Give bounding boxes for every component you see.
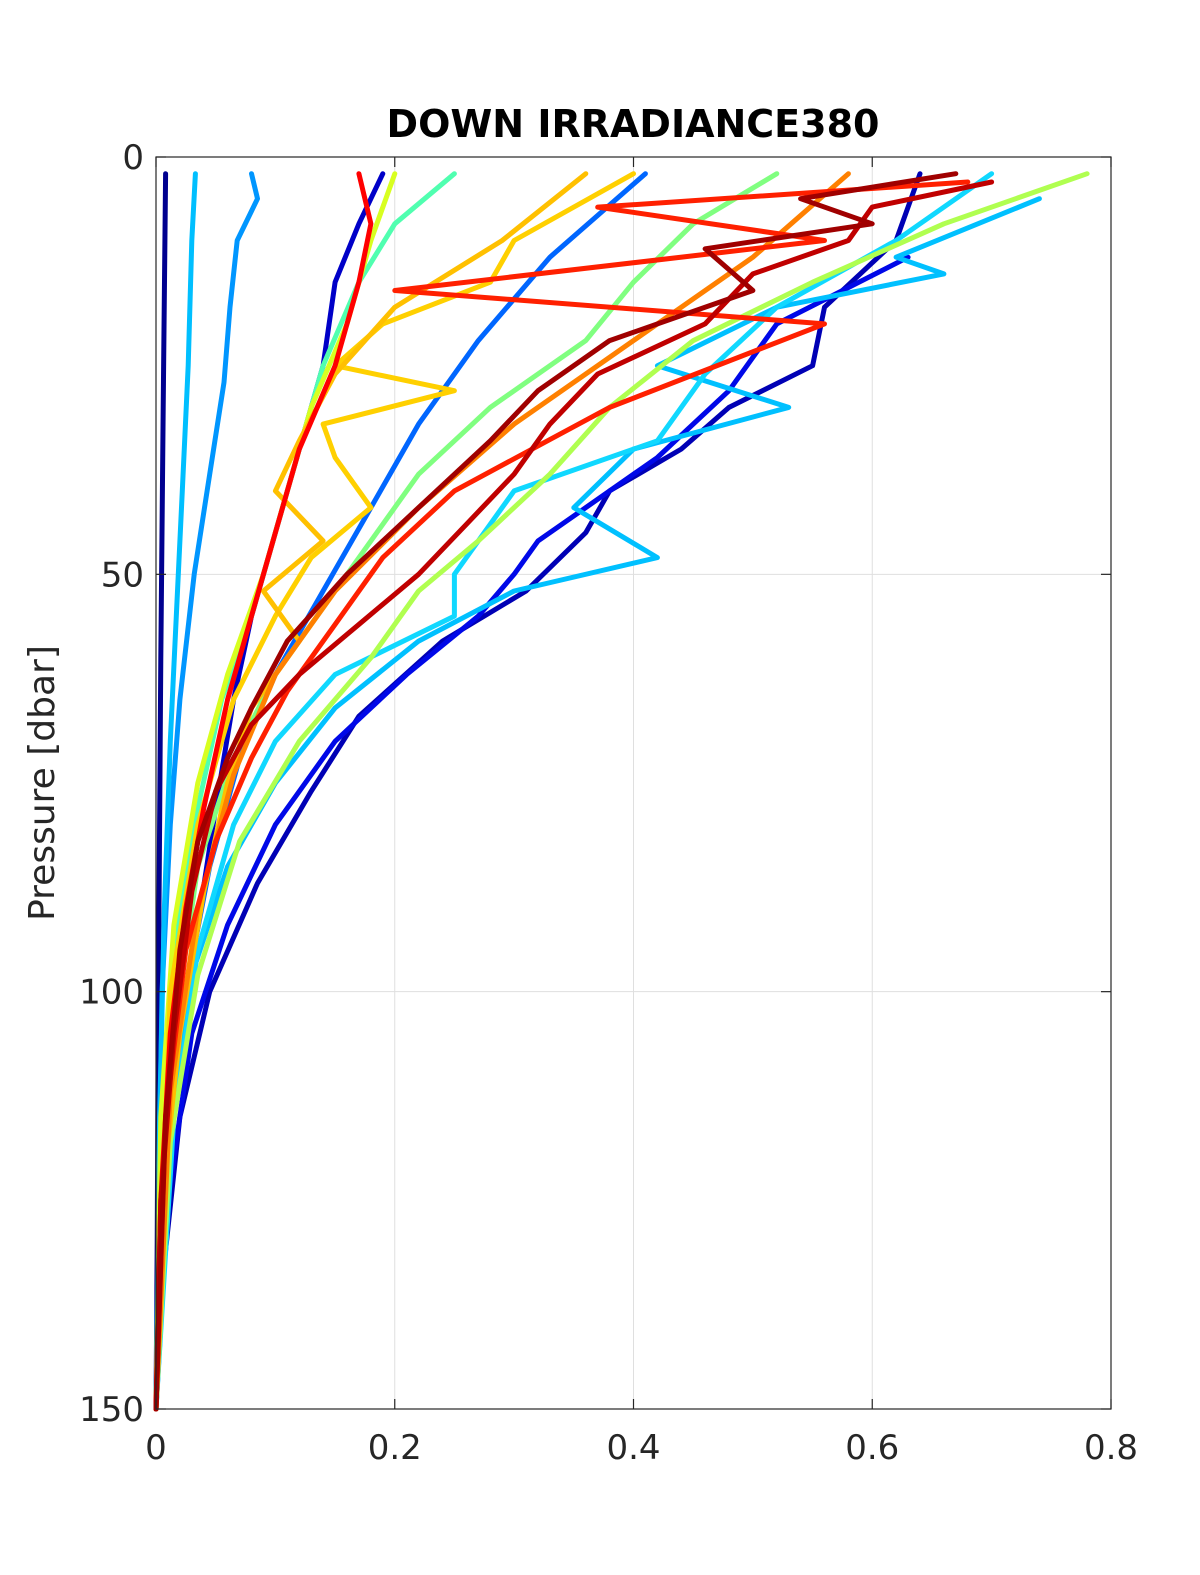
x-tick-label: 0.6 bbox=[845, 1428, 899, 1468]
y-tick-label: 0 bbox=[122, 138, 144, 178]
profile-line-20 bbox=[153, 171, 959, 1412]
profile-line-3 bbox=[153, 171, 923, 1412]
profile-line-19 bbox=[153, 179, 995, 1412]
y-tick-label: 150 bbox=[79, 1390, 144, 1430]
profile-line-16 bbox=[153, 171, 851, 1412]
y-tick-label: 100 bbox=[79, 973, 144, 1013]
profile-line-12 bbox=[153, 171, 1090, 1412]
grid bbox=[156, 157, 1111, 1409]
y-axis-label: Pressure [dbar] bbox=[22, 645, 63, 921]
profile-lines bbox=[153, 171, 1090, 1412]
profile-line-7 bbox=[153, 171, 198, 1412]
profile-line-9 bbox=[153, 171, 995, 1412]
chart-title: DOWN IRRADIANCE380 bbox=[387, 102, 880, 146]
ticks: 0 0.2 0.4 0.6 0.8 0 50 100 150 bbox=[79, 138, 1138, 1468]
profile-line-8 bbox=[153, 196, 1042, 1412]
profile-line-10 bbox=[153, 171, 457, 1412]
x-tick-label: 0 bbox=[145, 1428, 167, 1468]
y-tick-label: 50 bbox=[101, 555, 144, 595]
x-tick-label: 0.2 bbox=[368, 1428, 422, 1468]
profile-line-13 bbox=[153, 171, 398, 1412]
profile-line-17 bbox=[153, 179, 971, 1412]
x-tick-label: 0.4 bbox=[606, 1428, 660, 1468]
profile-line-4 bbox=[153, 254, 911, 1412]
x-tick-label: 0.8 bbox=[1084, 1428, 1138, 1468]
